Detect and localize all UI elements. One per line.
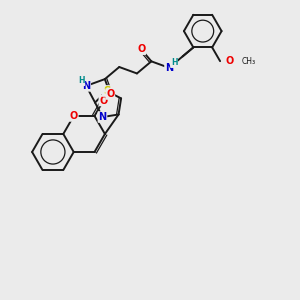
Text: S: S	[103, 86, 110, 96]
Text: O: O	[106, 89, 114, 99]
Text: O: O	[99, 95, 108, 106]
Text: CH₃: CH₃	[242, 57, 256, 66]
Text: O: O	[226, 56, 234, 66]
Text: H: H	[171, 58, 177, 67]
Text: N: N	[165, 63, 173, 73]
Text: N: N	[82, 81, 90, 91]
Text: O: O	[137, 44, 145, 54]
Text: O: O	[70, 111, 78, 121]
Text: N: N	[98, 112, 106, 122]
Text: H: H	[78, 76, 85, 85]
